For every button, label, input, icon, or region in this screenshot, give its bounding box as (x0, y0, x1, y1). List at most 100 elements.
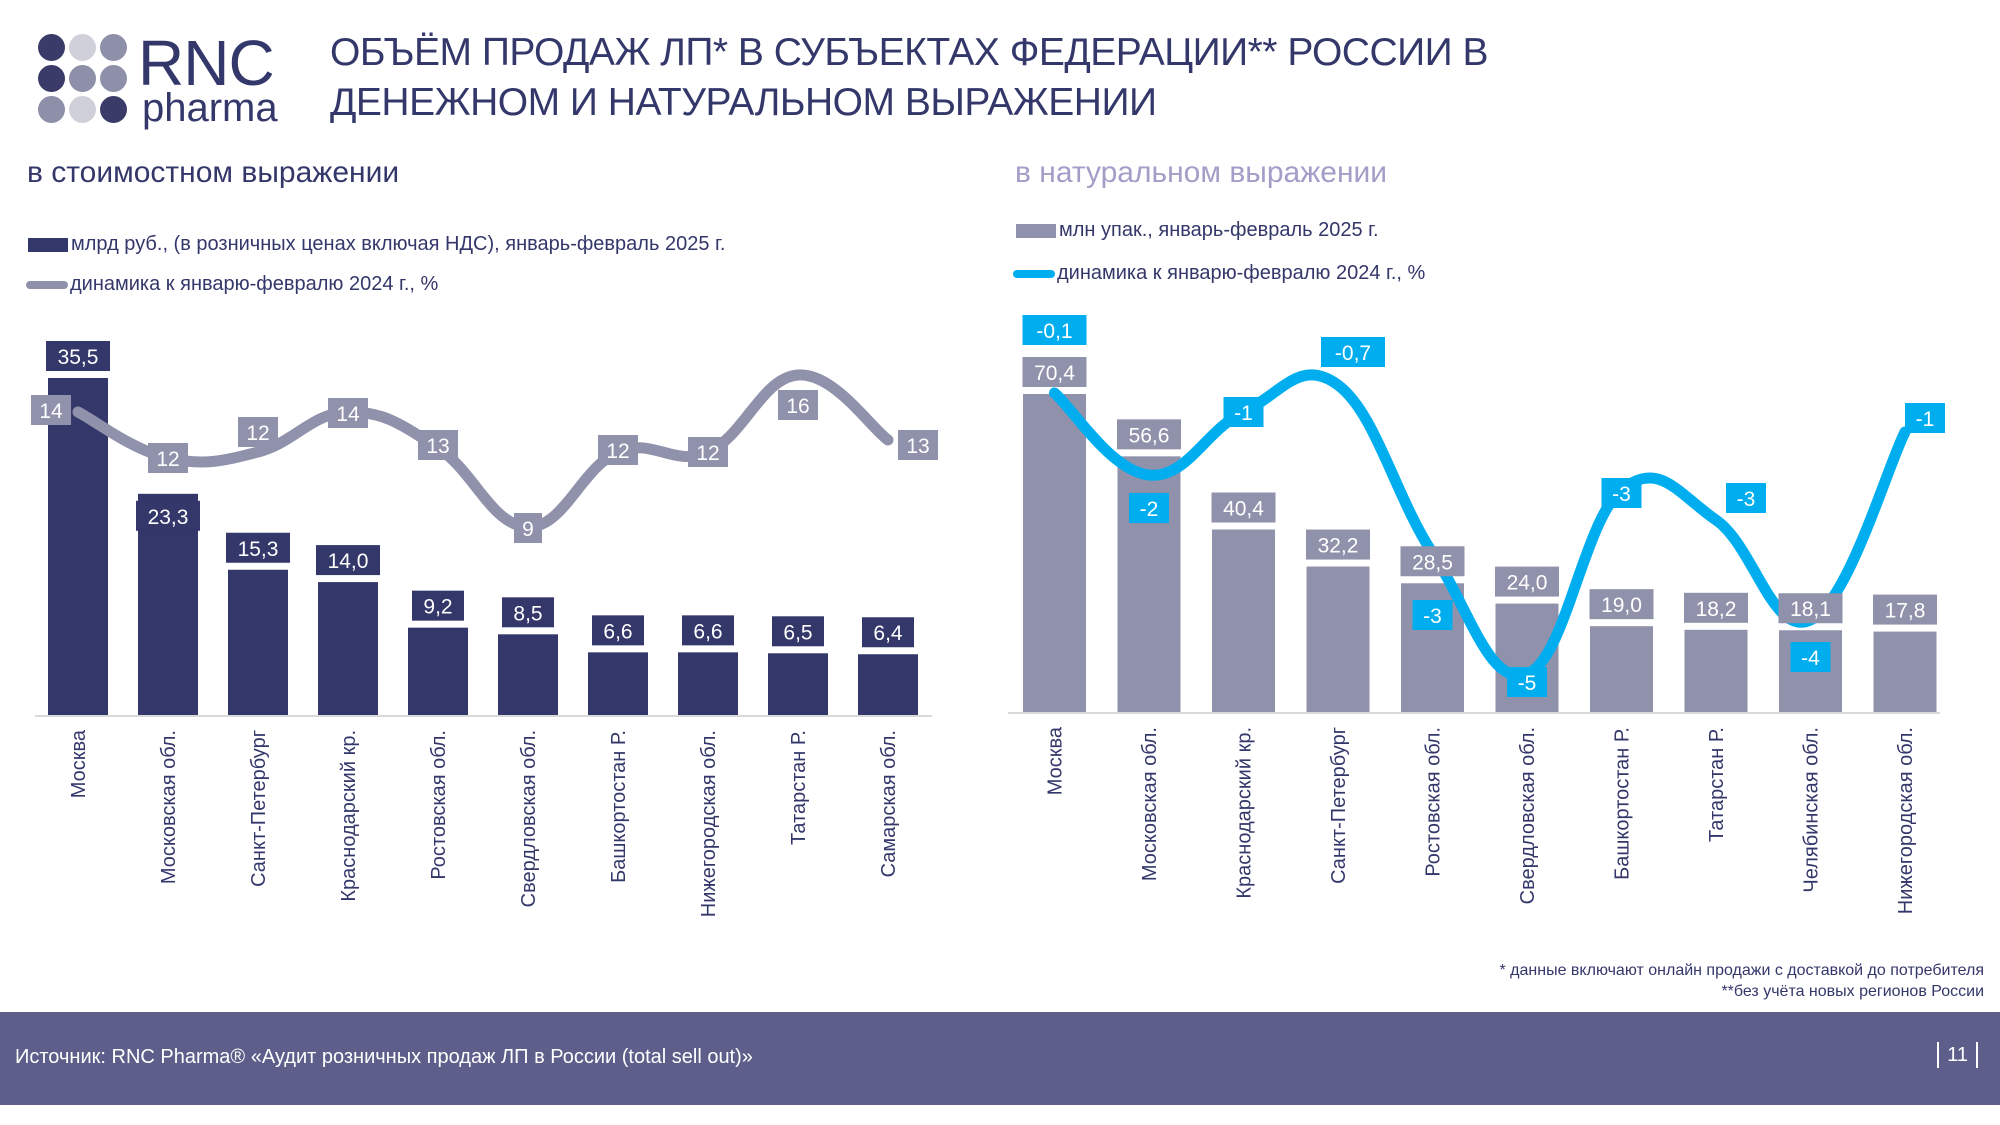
bar (1212, 529, 1275, 712)
value-chart: 35,5 23,3 15,3 14,0 9,2 8,5 6,6 6,6 6,5 6,4 14 12 12… (31, 341, 938, 917)
page-number: 11 (1937, 1042, 1978, 1068)
bar-value-label: 40,4 (1223, 498, 1264, 521)
right-legend-bar-label: млн упак., январь-февраль 2025 г. (1059, 219, 1379, 241)
category-label: Москва (68, 729, 90, 798)
line-value-label: -3 (1737, 488, 1756, 511)
line-value-label-bg (1321, 337, 1385, 367)
volume-chart: 70,4 56,6 40,4 32,2 28,5 24,0 19,0 18,2 18,1 17,8… (1008, 315, 1945, 914)
bar-value-label-bg (1022, 357, 1087, 387)
logo-dot (69, 65, 96, 92)
line-value-label: -4 (1801, 647, 1820, 670)
category-label: Самарская обл. (878, 730, 900, 877)
bar-value-label: 19,0 (1601, 594, 1642, 617)
bar-value-label-bg (682, 615, 734, 646)
line-series (1049, 369, 1911, 681)
page-title-line2: ДЕНЕЖНОМ И НАТУРАЛЬНОМ ВЫРАЖЕНИИ (330, 81, 1157, 124)
left-panel-subtitle: в стоимостном выражении (27, 156, 400, 189)
page-title-line1: ОБЪЁМ ПРОДАЖ ЛП* В СУБЪЕКТАХ ФЕДЕРАЦИИ**… (330, 31, 1489, 74)
line-value-label-bg (418, 430, 458, 460)
bar (318, 582, 378, 715)
line-value-label-bg (1022, 315, 1087, 345)
bar-value-label: 6,5 (783, 621, 812, 644)
line-value-label: 12 (156, 448, 179, 471)
line-value-label-bg (598, 435, 638, 465)
bar-value-label-bg (226, 532, 290, 563)
line-value-label-bg (328, 398, 368, 428)
left-legend-bar: млрд руб., (в розничных ценах включая НД… (28, 233, 725, 256)
bar-value-label: 8,5 (513, 602, 542, 625)
bar-value-label-bg (412, 590, 464, 621)
line-value-label: -0,7 (1335, 342, 1371, 365)
line-value-label-bg (1726, 483, 1766, 513)
line-value-label: -0,1 (1036, 320, 1072, 343)
line-value-label-bg (1905, 403, 1945, 433)
line-value-label-bg (1412, 600, 1453, 630)
bar (228, 569, 288, 715)
bar-value-label-bg (1306, 529, 1370, 560)
bar-value-label: 32,2 (1318, 535, 1359, 558)
line-value-label: -1 (1234, 402, 1253, 425)
right-legend-line-label: динамика к январю-февралю 2024 г., % (1057, 262, 1426, 284)
bar-value-label: 18,1 (1790, 598, 1831, 621)
left-legend-bar-label: млрд руб., (в розничных ценах включая НД… (71, 233, 726, 255)
bar-value-label: 6,6 (693, 620, 722, 643)
line-value-label: 13 (426, 435, 449, 458)
category-label: Москва (1045, 726, 1067, 795)
bar (1873, 631, 1937, 712)
category-label: Московская обл. (158, 730, 180, 884)
bar-value-label-bg (46, 341, 110, 371)
category-label: Ростовская обл. (428, 730, 450, 880)
bar (1684, 629, 1748, 712)
line-value-label: 12 (606, 440, 629, 463)
logo-dot (38, 65, 65, 92)
line-value-label-bg (31, 395, 71, 425)
footnote-1: * данные включают онлайн продажи с доста… (1499, 962, 1985, 979)
line-value-label-bg (898, 430, 938, 460)
bar-value-label-bg (772, 616, 824, 647)
line-series (72, 369, 894, 533)
line-value-label-bg (778, 390, 818, 420)
bar-value-label: 15,3 (238, 538, 279, 561)
footnotes: * данные включают онлайн продажи с доста… (1500, 960, 1985, 1002)
line-value-label: 9 (522, 518, 534, 541)
category-label: Свердловская обл. (518, 730, 540, 907)
bar-value-label: 70,4 (1034, 362, 1075, 385)
legend-line-swatch-icon (26, 280, 68, 289)
source-text: Источник: RNC Pharma® «Аудит розничных п… (15, 1046, 753, 1068)
bar-value-label-bg (592, 615, 644, 646)
category-label: Свердловская обл. (1517, 727, 1539, 904)
page-title: ОБЪЁМ ПРОДАЖ ЛП* В СУБЪЕКТАХ ФЕДЕРАЦИИ**… (330, 28, 1630, 128)
line-value-label: 12 (696, 442, 719, 465)
bar-value-label: 9,2 (423, 596, 452, 619)
bar (588, 652, 648, 715)
bar-value-label: 23,3 (148, 506, 189, 529)
logo-dot (100, 34, 127, 61)
line-value-label-bg (1223, 397, 1264, 427)
bar-value-label: 17,8 (1885, 600, 1926, 623)
bar-value-label-bg (316, 545, 380, 576)
bar-value-label-bg (1495, 566, 1559, 597)
bar (498, 634, 558, 715)
line-value-label: 16 (786, 395, 809, 418)
category-label: Московская обл. (1139, 727, 1161, 881)
bar-value-label-bg (1684, 592, 1748, 623)
line-value-label-bg (1601, 478, 1642, 508)
bar (1590, 626, 1653, 712)
line-value-label-bg (1790, 642, 1831, 672)
logo-dot (69, 96, 96, 123)
line-value-label: 13 (906, 435, 929, 458)
bar-value-label: 24,0 (1507, 572, 1548, 595)
bar-value-label-bg (502, 597, 554, 628)
category-label: Краснодарский кр. (338, 730, 360, 902)
logo-dot (100, 65, 127, 92)
line-value-label-bg (1507, 667, 1547, 697)
bar-value-label: 28,5 (1412, 551, 1453, 574)
line-value-label: 14 (39, 400, 63, 423)
logo-dot (38, 34, 65, 61)
line-value-label: -2 (1140, 498, 1159, 521)
category-label: Краснодарский кр. (1234, 727, 1256, 899)
category-label: Санкт-Петербург (248, 730, 270, 887)
category-label: Санкт-Петербург (1328, 727, 1350, 884)
bar (408, 627, 468, 715)
bar-value-label-bg (1778, 593, 1843, 624)
